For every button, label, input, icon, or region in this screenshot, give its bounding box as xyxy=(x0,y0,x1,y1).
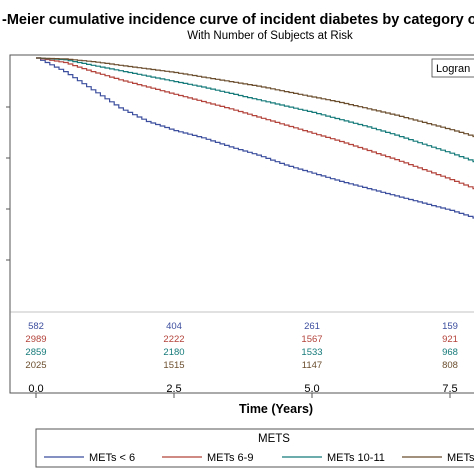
x-tick-label: 2.5 xyxy=(166,383,181,395)
at-risk-value: 159 xyxy=(442,321,458,332)
risk-table: 5824042611598133298922221567921496199285… xyxy=(25,321,458,371)
at-risk-value: 1515 xyxy=(163,360,184,371)
at-risk-value: 2222 xyxy=(163,334,184,345)
x-tick-label: 0.0 xyxy=(28,383,43,395)
curve-series-2 xyxy=(36,57,474,190)
legend-title: METS xyxy=(258,433,290,445)
x-axis-ticks: 0.02.55.07.510.012.5 xyxy=(28,383,458,398)
curve-series-4 xyxy=(36,57,474,138)
at-risk-value: 2989 xyxy=(25,334,46,345)
chart-title: -Meier cumulative incidence curve of inc… xyxy=(2,12,474,28)
at-risk-value: 1147 xyxy=(302,360,322,371)
at-risk-value: 1533 xyxy=(301,347,322,358)
at-risk-value: 921 xyxy=(442,334,458,345)
at-risk-value: 1567 xyxy=(301,334,322,345)
survival-curves xyxy=(36,57,474,219)
chart-subtitle: With Number of Subjects at Risk xyxy=(187,30,353,42)
at-risk-value: 582 xyxy=(28,321,44,332)
legend-label: METs 6-9 xyxy=(207,452,253,464)
x-axis-title: Time (Years) xyxy=(239,402,313,416)
at-risk-value: 2025 xyxy=(25,360,46,371)
y-axis-ticks xyxy=(6,106,10,261)
legend-label: METs 10-11 xyxy=(327,452,385,464)
legend-label: METs < 6 xyxy=(89,452,135,464)
curve-series-3 xyxy=(36,57,474,163)
x-tick-label: 7.5 xyxy=(442,383,457,395)
x-tick-label: 5.0 xyxy=(304,383,319,395)
at-risk-value: 404 xyxy=(166,321,182,332)
at-risk-value: 2859 xyxy=(25,347,46,358)
at-risk-value: 261 xyxy=(304,321,320,332)
at-risk-value: 2180 xyxy=(163,347,184,358)
legend-box xyxy=(35,428,474,468)
logrank-box xyxy=(431,58,474,78)
curve-series-1 xyxy=(36,57,474,219)
at-risk-value: 808 xyxy=(442,360,458,371)
legend-label: METs xyxy=(447,452,474,464)
legend: METs < 6 METs 6-9 METs 10-11 METs xyxy=(44,452,474,464)
logrank-label: Logran xyxy=(436,63,470,75)
at-risk-value: 968 xyxy=(442,347,458,358)
plot-frame xyxy=(9,54,474,394)
